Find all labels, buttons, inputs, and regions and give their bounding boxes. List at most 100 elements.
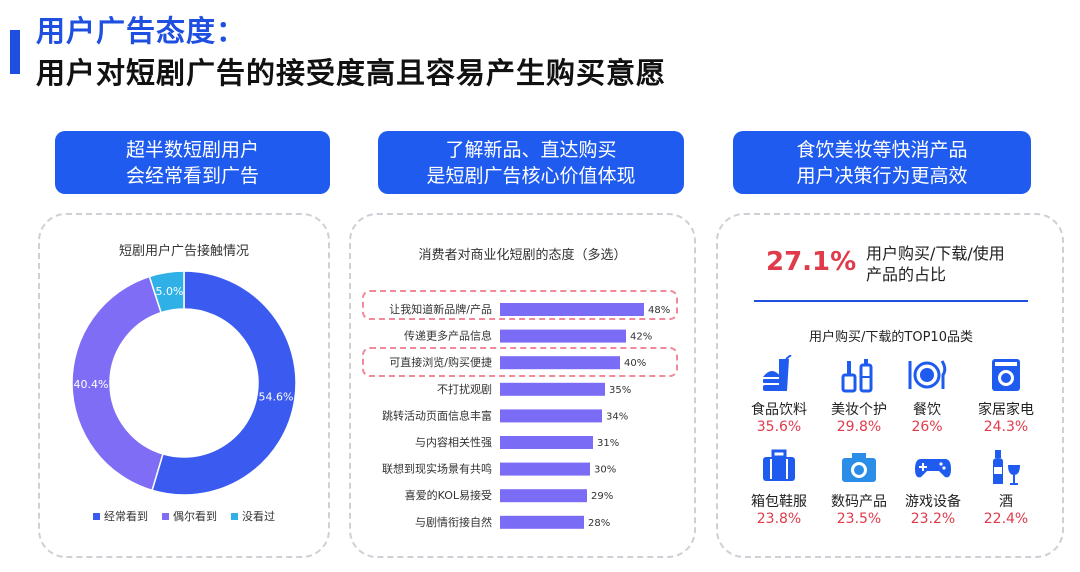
category-gaming: 游戏设备 23.2% bbox=[892, 447, 974, 527]
pill-1-line2: 会经常看到广告 bbox=[125, 164, 259, 187]
page-subtitle: 用户对短剧广告的接受度高且容易产生购买意愿 bbox=[36, 56, 667, 90]
wine-icon bbox=[993, 450, 1020, 485]
bar-category-label-4: 跳转活动页面信息丰富 bbox=[382, 408, 492, 422]
pill-3-line1: 食饮美妆等快消产品 bbox=[796, 138, 968, 161]
category-dining-value: 26% bbox=[911, 419, 943, 435]
pill-1: 超半数短剧用户 会经常看到广告 bbox=[55, 131, 330, 194]
legend-item-never: 没看过 bbox=[231, 508, 275, 524]
bar-value-label-1: 42% bbox=[630, 332, 652, 343]
bar-value-label-8: 28% bbox=[588, 518, 610, 529]
category-digital: 数码产品 23.5% bbox=[818, 447, 900, 527]
category-liquor: 酒 22.4% bbox=[965, 447, 1047, 527]
bar-category-label-5: 与内容相关性强 bbox=[415, 435, 492, 449]
category-home-appliance: 家居家电 24.3% bbox=[965, 355, 1047, 435]
category-cosmetics-value: 29.8% bbox=[836, 419, 882, 435]
legend-swatch-sometimes bbox=[162, 512, 169, 520]
cosmetics-icon bbox=[841, 359, 873, 393]
bar-1 bbox=[500, 329, 626, 343]
title-accent-bar bbox=[10, 30, 20, 74]
legend-item-often: 经常看到 bbox=[93, 508, 148, 524]
pill-3: 食饮美妆等快消产品 用户决策行为更高效 bbox=[733, 131, 1031, 194]
category-gaming-value: 23.2% bbox=[910, 511, 956, 527]
bar-category-label-0: 让我知道新品牌/产品 bbox=[389, 302, 492, 316]
bar-8 bbox=[500, 515, 584, 529]
bar-title: 消费者对商业化短剧的态度（多选） bbox=[418, 248, 627, 263]
category-digital-label: 数码产品 bbox=[831, 494, 887, 510]
pill-3-line2: 用户决策行为更高效 bbox=[796, 164, 968, 187]
bar-3 bbox=[500, 382, 605, 396]
donut-slice-2 bbox=[148, 270, 185, 314]
bar-4 bbox=[500, 409, 602, 423]
pill-2: 了解新品、直达购买 是短剧广告核心价值体现 bbox=[378, 131, 684, 194]
pill-2-line1: 了解新品、直达购买 bbox=[445, 138, 617, 161]
pill-1-line1: 超半数短剧用户 bbox=[125, 138, 259, 161]
divider-line bbox=[754, 300, 1028, 302]
bar-category-label-3: 不打扰观剧 bbox=[437, 382, 492, 396]
bar-value-label-3: 35% bbox=[609, 385, 631, 396]
donut-chart: 54.6% 40.4% 5.0% bbox=[71, 270, 297, 496]
bar-value-label-2: 40% bbox=[624, 358, 646, 369]
category-cosmetics: 美妆个护 29.8% bbox=[818, 355, 900, 435]
legend-label-often: 经常看到 bbox=[104, 510, 148, 523]
donut-value-label-0: 54.6% bbox=[259, 390, 294, 403]
dining-icon bbox=[908, 360, 947, 389]
donut-slice-1 bbox=[71, 275, 164, 492]
bar-2 bbox=[500, 356, 620, 370]
food-drink-icon bbox=[763, 355, 792, 391]
donut-value-label-1: 40.4% bbox=[74, 378, 109, 391]
donut-title: 短剧用户广告接触情况 bbox=[118, 244, 249, 259]
category-food-drink-label: 食品饮料 bbox=[751, 402, 807, 418]
washing-machine-icon bbox=[992, 359, 1020, 391]
purchase-percentage: 27.1% bbox=[766, 247, 857, 277]
bar-6 bbox=[500, 462, 590, 476]
category-dining: 餐饮 26% bbox=[886, 355, 968, 435]
purchase-desc-line2: 产品的占比 bbox=[866, 265, 947, 284]
page-title: 用户广告态度： bbox=[36, 14, 247, 48]
category-gaming-label: 游戏设备 bbox=[905, 494, 961, 510]
bar-value-label-7: 29% bbox=[591, 491, 613, 502]
highlight-box-2 bbox=[362, 347, 678, 377]
legend-swatch-never bbox=[231, 512, 238, 520]
gamepad-icon bbox=[915, 459, 951, 478]
purchase-desc-line1: 用户购买/下载/使用 bbox=[866, 244, 1005, 263]
top10-title: 用户购买/下载的TOP10品类 bbox=[809, 330, 973, 345]
legend-label-sometimes: 偶尔看到 bbox=[173, 510, 217, 523]
bar-value-label-5: 31% bbox=[597, 438, 619, 449]
bar-value-label-0: 48% bbox=[648, 305, 670, 316]
category-liquor-value: 22.4% bbox=[983, 511, 1029, 527]
bar-value-label-4: 34% bbox=[606, 411, 628, 422]
purchase-description: 用户购买/下载/使用 产品的占比 bbox=[866, 243, 1005, 285]
donut-slice-0 bbox=[151, 270, 297, 496]
bar-category-label-1: 传递更多产品信息 bbox=[404, 329, 492, 343]
pill-2-line2: 是短剧广告核心价值体现 bbox=[426, 164, 636, 187]
bar-category-label-8: 与剧情衔接自然 bbox=[415, 515, 492, 529]
legend-label-never: 没看过 bbox=[242, 510, 275, 523]
category-food-drink-value: 35.6% bbox=[756, 419, 802, 435]
bar-7 bbox=[500, 489, 587, 503]
luggage-icon bbox=[763, 449, 795, 481]
donut-legend: 经常看到 偶尔看到 没看过 bbox=[38, 508, 330, 524]
bar-5 bbox=[500, 436, 593, 449]
camera-icon bbox=[842, 453, 876, 482]
category-cosmetics-label: 美妆个护 bbox=[831, 402, 887, 418]
legend-swatch-often bbox=[93, 512, 100, 520]
bar-category-label-2: 可直接浏览/购买便捷 bbox=[389, 355, 492, 369]
bar-value-label-6: 30% bbox=[594, 465, 616, 476]
legend-item-sometimes: 偶尔看到 bbox=[162, 508, 217, 524]
category-home-appliance-label: 家居家电 bbox=[978, 402, 1034, 418]
category-luggage-label: 箱包鞋服 bbox=[751, 494, 807, 510]
category-dining-label: 餐饮 bbox=[913, 402, 941, 418]
category-luggage-value: 23.8% bbox=[756, 511, 802, 527]
bar-chart: 让我知道新品牌/产品 48% 传递更多产品信息 42% 可直接浏览/购买便捷 40% 不打扰… bbox=[382, 302, 670, 529]
category-food-drink: 食品饮料 35.6% bbox=[738, 355, 820, 435]
category-luggage: 箱包鞋服 23.8% bbox=[738, 447, 820, 527]
category-digital-value: 23.5% bbox=[836, 511, 882, 527]
bar-category-label-6: 联想到现实场景有共鸣 bbox=[382, 462, 492, 476]
donut-value-label-2: 5.0% bbox=[155, 285, 183, 298]
category-home-appliance-value: 24.3% bbox=[983, 419, 1029, 435]
category-liquor-label: 酒 bbox=[999, 494, 1013, 510]
highlight-box-1 bbox=[362, 290, 678, 320]
bar-0 bbox=[500, 303, 644, 316]
bar-category-label-7: 喜爱的KOL易接受 bbox=[405, 488, 492, 502]
